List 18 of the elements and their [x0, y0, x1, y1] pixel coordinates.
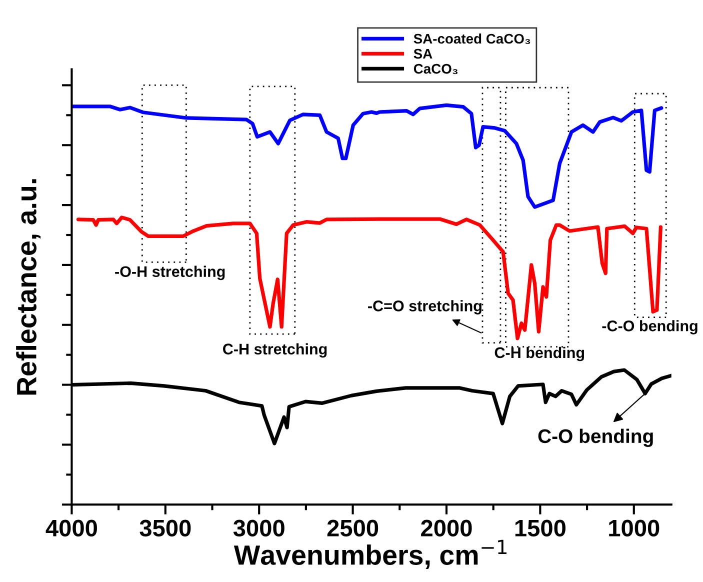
annotation: -C-O bending	[602, 320, 698, 334]
annotation: -C=O stretching	[368, 300, 482, 314]
legend-label: CaCO₃	[414, 64, 458, 74]
annotation: -O-H stretching	[115, 266, 225, 280]
annotation: C-H bending	[494, 346, 584, 362]
x-tick-label: 1500	[515, 520, 566, 537]
x-tick-label: 2000	[421, 520, 472, 537]
x-tick-label: 2500	[327, 520, 378, 537]
annotation: C-H stretching	[223, 343, 327, 358]
x-tick-label: 4000	[46, 520, 98, 537]
y-axis-title: Reflectance, a.u.	[16, 179, 41, 395]
x-tick-label: 3500	[140, 520, 191, 537]
x-tick-label: 1000	[609, 520, 660, 537]
x-axis-title: Wavenumbers, cm$^{−1}$	[234, 540, 506, 569]
x-tick-label: 3000	[233, 520, 284, 537]
annotation: C-O bending	[538, 428, 653, 447]
legend-label: SA	[414, 48, 432, 59]
legend-label: SA-coated CaCO₃	[414, 33, 530, 44]
